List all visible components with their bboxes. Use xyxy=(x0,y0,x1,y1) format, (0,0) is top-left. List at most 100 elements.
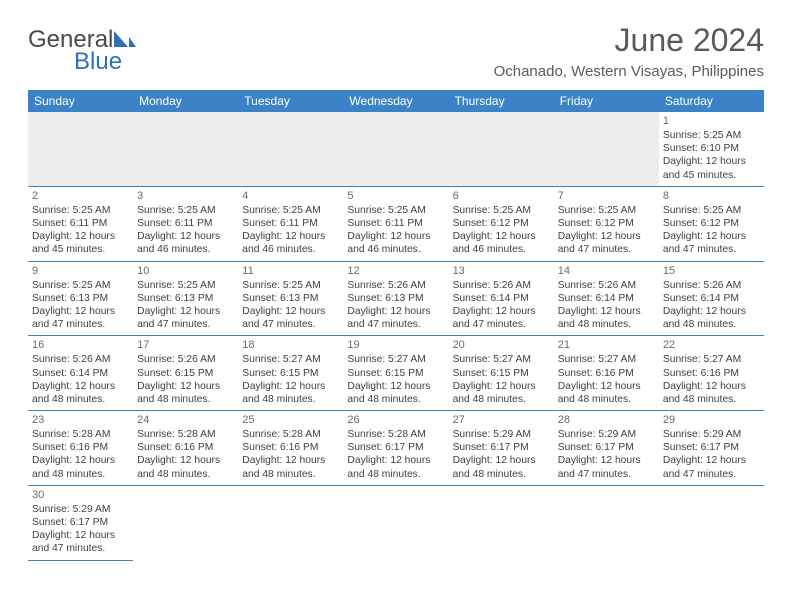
day-number: 26 xyxy=(347,413,444,427)
daylight-line: Daylight: 12 hours and 48 minutes. xyxy=(32,454,129,480)
daylight-line: Daylight: 12 hours and 47 minutes. xyxy=(32,529,129,555)
weekday-header: Saturday xyxy=(659,90,764,112)
calendar-cell: 11Sunrise: 5:25 AMSunset: 6:13 PMDayligh… xyxy=(238,261,343,336)
sunset-line: Sunset: 6:17 PM xyxy=(558,441,655,454)
sunrise-line: Sunrise: 5:26 AM xyxy=(558,279,655,292)
day-number: 2 xyxy=(32,189,129,203)
sunset-line: Sunset: 6:17 PM xyxy=(32,516,129,529)
sunset-line: Sunset: 6:13 PM xyxy=(242,292,339,305)
daylight-line: Daylight: 12 hours and 47 minutes. xyxy=(453,305,550,331)
day-number: 3 xyxy=(137,189,234,203)
daylight-line: Daylight: 12 hours and 46 minutes. xyxy=(242,230,339,256)
daylight-line: Daylight: 12 hours and 47 minutes. xyxy=(558,454,655,480)
sunrise-line: Sunrise: 5:28 AM xyxy=(347,428,444,441)
calendar-cell xyxy=(449,112,554,186)
day-number: 27 xyxy=(453,413,550,427)
daylight-line: Daylight: 12 hours and 47 minutes. xyxy=(558,230,655,256)
sunset-line: Sunset: 6:17 PM xyxy=(453,441,550,454)
daylight-line: Daylight: 12 hours and 46 minutes. xyxy=(453,230,550,256)
daylight-line: Daylight: 12 hours and 47 minutes. xyxy=(663,454,760,480)
calendar-cell xyxy=(449,485,554,560)
calendar-cell: 5Sunrise: 5:25 AMSunset: 6:11 PMDaylight… xyxy=(343,186,448,261)
weekday-header: Tuesday xyxy=(238,90,343,112)
day-number: 4 xyxy=(242,189,339,203)
sunset-line: Sunset: 6:14 PM xyxy=(558,292,655,305)
sunset-line: Sunset: 6:13 PM xyxy=(347,292,444,305)
calendar-row: 30Sunrise: 5:29 AMSunset: 6:17 PMDayligh… xyxy=(28,485,764,560)
calendar-cell: 16Sunrise: 5:26 AMSunset: 6:14 PMDayligh… xyxy=(28,336,133,411)
sunrise-line: Sunrise: 5:25 AM xyxy=(663,204,760,217)
calendar-row: 23Sunrise: 5:28 AMSunset: 6:16 PMDayligh… xyxy=(28,411,764,486)
sunrise-line: Sunrise: 5:25 AM xyxy=(137,204,234,217)
calendar-cell: 22Sunrise: 5:27 AMSunset: 6:16 PMDayligh… xyxy=(659,336,764,411)
location: Ochanado, Western Visayas, Philippines xyxy=(494,63,764,80)
calendar-cell: 26Sunrise: 5:28 AMSunset: 6:17 PMDayligh… xyxy=(343,411,448,486)
logo: General Blue xyxy=(28,28,136,74)
day-number: 13 xyxy=(453,264,550,278)
calendar-cell: 3Sunrise: 5:25 AMSunset: 6:11 PMDaylight… xyxy=(133,186,238,261)
sunrise-line: Sunrise: 5:26 AM xyxy=(663,279,760,292)
day-number: 15 xyxy=(663,264,760,278)
calendar-row: 9Sunrise: 5:25 AMSunset: 6:13 PMDaylight… xyxy=(28,261,764,336)
calendar-cell xyxy=(238,485,343,560)
calendar-cell: 15Sunrise: 5:26 AMSunset: 6:14 PMDayligh… xyxy=(659,261,764,336)
calendar-cell xyxy=(554,485,659,560)
sunrise-line: Sunrise: 5:27 AM xyxy=(558,353,655,366)
calendar-row: 1Sunrise: 5:25 AMSunset: 6:10 PMDaylight… xyxy=(28,112,764,186)
sunrise-line: Sunrise: 5:25 AM xyxy=(242,279,339,292)
sunrise-line: Sunrise: 5:28 AM xyxy=(32,428,129,441)
calendar-cell: 19Sunrise: 5:27 AMSunset: 6:15 PMDayligh… xyxy=(343,336,448,411)
sunrise-line: Sunrise: 5:25 AM xyxy=(453,204,550,217)
weekday-header: Friday xyxy=(554,90,659,112)
sunrise-line: Sunrise: 5:29 AM xyxy=(453,428,550,441)
sunset-line: Sunset: 6:14 PM xyxy=(663,292,760,305)
sunrise-line: Sunrise: 5:25 AM xyxy=(242,204,339,217)
sunset-line: Sunset: 6:14 PM xyxy=(453,292,550,305)
sunrise-line: Sunrise: 5:25 AM xyxy=(558,204,655,217)
daylight-line: Daylight: 12 hours and 48 minutes. xyxy=(663,380,760,406)
sunset-line: Sunset: 6:13 PM xyxy=(137,292,234,305)
month-title: June 2024 xyxy=(494,22,764,59)
sunrise-line: Sunrise: 5:26 AM xyxy=(32,353,129,366)
sunset-line: Sunset: 6:10 PM xyxy=(663,142,760,155)
sunset-line: Sunset: 6:15 PM xyxy=(453,367,550,380)
sunset-line: Sunset: 6:11 PM xyxy=(32,217,129,230)
sunrise-line: Sunrise: 5:25 AM xyxy=(32,204,129,217)
day-number: 28 xyxy=(558,413,655,427)
calendar-cell: 13Sunrise: 5:26 AMSunset: 6:14 PMDayligh… xyxy=(449,261,554,336)
sunrise-line: Sunrise: 5:28 AM xyxy=(242,428,339,441)
day-number: 6 xyxy=(453,189,550,203)
day-number: 11 xyxy=(242,264,339,278)
day-number: 24 xyxy=(137,413,234,427)
daylight-line: Daylight: 12 hours and 48 minutes. xyxy=(558,380,655,406)
sunrise-line: Sunrise: 5:27 AM xyxy=(347,353,444,366)
day-number: 9 xyxy=(32,264,129,278)
day-number: 29 xyxy=(663,413,760,427)
day-number: 10 xyxy=(137,264,234,278)
sunset-line: Sunset: 6:17 PM xyxy=(347,441,444,454)
calendar-cell: 29Sunrise: 5:29 AMSunset: 6:17 PMDayligh… xyxy=(659,411,764,486)
calendar-cell: 1Sunrise: 5:25 AMSunset: 6:10 PMDaylight… xyxy=(659,112,764,186)
sunset-line: Sunset: 6:16 PM xyxy=(137,441,234,454)
day-number: 12 xyxy=(347,264,444,278)
day-number: 18 xyxy=(242,338,339,352)
day-number: 16 xyxy=(32,338,129,352)
weekday-header: Sunday xyxy=(28,90,133,112)
day-number: 19 xyxy=(347,338,444,352)
day-number: 22 xyxy=(663,338,760,352)
calendar-cell: 24Sunrise: 5:28 AMSunset: 6:16 PMDayligh… xyxy=(133,411,238,486)
daylight-line: Daylight: 12 hours and 48 minutes. xyxy=(558,305,655,331)
calendar-cell xyxy=(133,112,238,186)
sunrise-line: Sunrise: 5:25 AM xyxy=(663,129,760,142)
calendar-cell: 23Sunrise: 5:28 AMSunset: 6:16 PMDayligh… xyxy=(28,411,133,486)
daylight-line: Daylight: 12 hours and 45 minutes. xyxy=(32,230,129,256)
calendar-cell: 8Sunrise: 5:25 AMSunset: 6:12 PMDaylight… xyxy=(659,186,764,261)
calendar-cell xyxy=(343,112,448,186)
calendar-cell xyxy=(343,485,448,560)
sunrise-line: Sunrise: 5:26 AM xyxy=(347,279,444,292)
sunrise-line: Sunrise: 5:27 AM xyxy=(453,353,550,366)
sunrise-line: Sunrise: 5:28 AM xyxy=(137,428,234,441)
sunset-line: Sunset: 6:11 PM xyxy=(137,217,234,230)
sunset-line: Sunset: 6:11 PM xyxy=(242,217,339,230)
day-number: 25 xyxy=(242,413,339,427)
